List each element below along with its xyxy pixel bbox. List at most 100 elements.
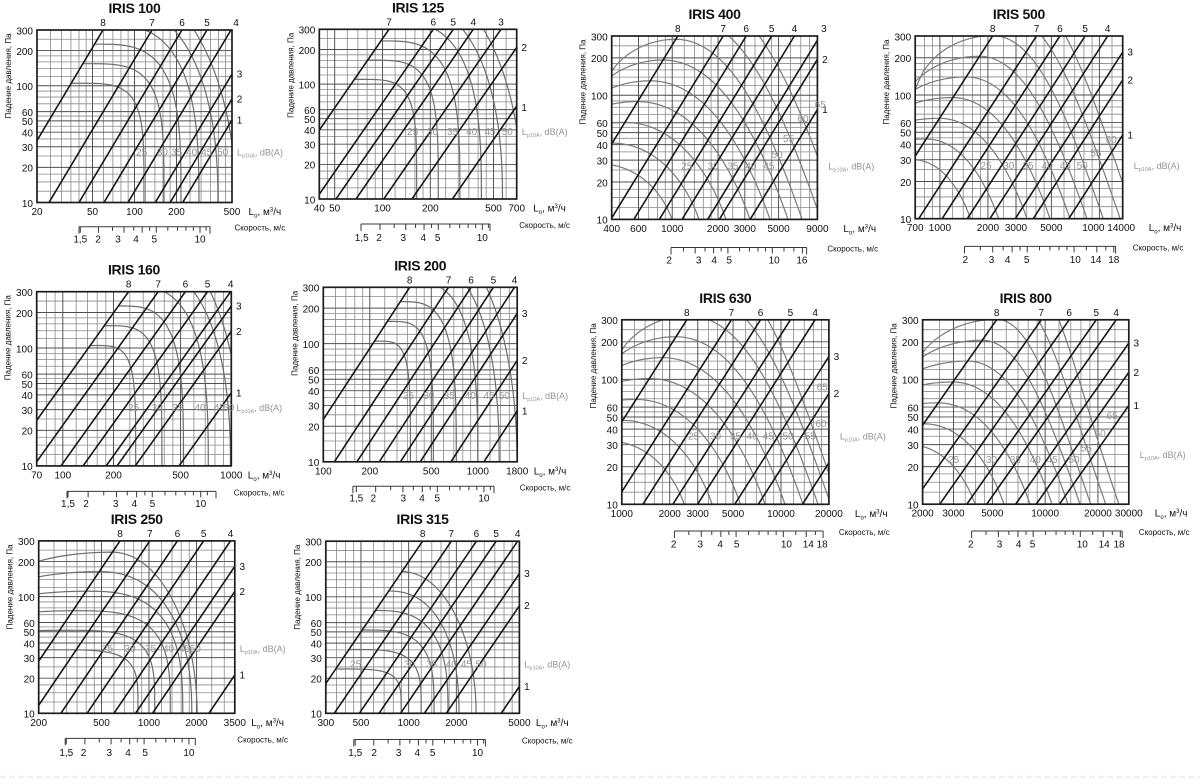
svg-text:4: 4 xyxy=(125,748,131,759)
svg-text:25: 25 xyxy=(688,432,700,443)
svg-text:Скорость, м/с: Скорость, м/с xyxy=(235,224,286,233)
svg-text:4: 4 xyxy=(1016,539,1022,550)
svg-text:45: 45 xyxy=(483,391,495,402)
svg-text:70: 70 xyxy=(31,470,43,481)
svg-text:30: 30 xyxy=(708,162,720,173)
svg-text:30: 30 xyxy=(427,127,439,138)
svg-text:2: 2 xyxy=(240,587,246,598)
svg-text:30: 30 xyxy=(607,441,619,452)
svg-text:25: 25 xyxy=(350,660,362,671)
svg-text:60: 60 xyxy=(1095,429,1107,440)
svg-text:Падение давления, Па: Падение давления, Па xyxy=(6,544,15,630)
svg-text:40: 40 xyxy=(745,162,757,173)
svg-text:45: 45 xyxy=(214,403,226,414)
svg-text:20: 20 xyxy=(597,178,609,189)
svg-text:25: 25 xyxy=(136,148,148,159)
svg-text:7: 7 xyxy=(147,529,153,540)
svg-text:50: 50 xyxy=(499,391,511,402)
svg-text:300: 300 xyxy=(317,718,334,729)
svg-text:50: 50 xyxy=(308,376,320,387)
svg-text:20: 20 xyxy=(607,463,619,474)
svg-text:50: 50 xyxy=(1068,455,1080,466)
svg-text:60: 60 xyxy=(900,119,912,130)
svg-text:30: 30 xyxy=(423,391,435,402)
svg-text:2: 2 xyxy=(371,494,377,505)
svg-text:10: 10 xyxy=(304,195,316,206)
svg-text:500: 500 xyxy=(485,204,502,215)
svg-text:20: 20 xyxy=(31,207,43,218)
svg-text:45: 45 xyxy=(461,660,473,671)
svg-text:Lo, м3/ч: Lo, м3/ч xyxy=(1149,223,1182,236)
svg-text:10: 10 xyxy=(472,748,484,759)
svg-text:4: 4 xyxy=(1005,255,1011,266)
svg-text:1: 1 xyxy=(522,406,528,417)
svg-text:300: 300 xyxy=(303,284,320,295)
svg-text:14: 14 xyxy=(1099,539,1111,550)
svg-text:18: 18 xyxy=(1108,255,1120,266)
svg-text:5: 5 xyxy=(1094,308,1100,319)
svg-text:50: 50 xyxy=(22,380,34,391)
svg-text:Скорость, м/с: Скорость, м/с xyxy=(1133,243,1184,252)
svg-text:65: 65 xyxy=(817,382,829,393)
svg-text:1: 1 xyxy=(521,103,527,114)
svg-text:35: 35 xyxy=(172,403,184,414)
svg-text:100: 100 xyxy=(315,466,332,477)
svg-text:10: 10 xyxy=(308,458,320,469)
svg-text:500: 500 xyxy=(224,207,241,218)
svg-text:20: 20 xyxy=(900,178,912,189)
svg-text:Lo, м3/ч: Lo, м3/ч xyxy=(533,204,566,217)
svg-text:5: 5 xyxy=(205,280,211,291)
svg-text:50: 50 xyxy=(907,413,919,424)
svg-text:2: 2 xyxy=(236,327,242,338)
svg-text:60: 60 xyxy=(308,366,320,377)
svg-text:4: 4 xyxy=(228,280,234,291)
svg-text:5: 5 xyxy=(201,529,207,540)
svg-text:35: 35 xyxy=(730,432,742,443)
svg-text:6: 6 xyxy=(431,17,437,28)
svg-text:200: 200 xyxy=(16,47,33,58)
svg-text:2: 2 xyxy=(1127,75,1133,86)
svg-text:7: 7 xyxy=(1034,24,1040,35)
svg-text:2: 2 xyxy=(522,356,528,367)
svg-text:300: 300 xyxy=(601,316,618,327)
svg-text:4: 4 xyxy=(792,24,798,35)
svg-text:50: 50 xyxy=(329,204,341,215)
svg-text:25: 25 xyxy=(948,455,960,466)
svg-text:300: 300 xyxy=(299,26,316,37)
svg-text:3: 3 xyxy=(237,70,243,81)
svg-text:9000: 9000 xyxy=(806,224,829,235)
svg-text:7: 7 xyxy=(149,18,155,29)
svg-text:55: 55 xyxy=(783,134,795,145)
svg-text:50: 50 xyxy=(223,403,235,414)
svg-text:Падение давления, Па: Падение давления, Па xyxy=(579,39,588,125)
svg-text:50: 50 xyxy=(304,115,316,126)
svg-text:25: 25 xyxy=(128,403,140,414)
svg-text:35: 35 xyxy=(1023,161,1035,172)
svg-text:10: 10 xyxy=(1077,539,1089,550)
svg-text:2: 2 xyxy=(822,55,828,66)
svg-text:40: 40 xyxy=(1030,455,1042,466)
svg-text:1: 1 xyxy=(524,682,530,693)
svg-text:40: 40 xyxy=(311,639,323,650)
svg-text:300: 300 xyxy=(305,538,322,549)
svg-text:45: 45 xyxy=(1060,161,1072,172)
svg-text:10: 10 xyxy=(24,710,36,721)
svg-text:100: 100 xyxy=(18,593,35,604)
svg-text:4: 4 xyxy=(415,748,421,759)
svg-text:40: 40 xyxy=(446,660,458,671)
svg-text:4: 4 xyxy=(515,529,521,540)
svg-text:Падение давления, Па: Падение давления, Па xyxy=(4,33,13,119)
svg-text:Lo, м3/ч: Lo, м3/ч xyxy=(251,718,284,731)
svg-text:30: 30 xyxy=(22,406,34,417)
svg-text:30: 30 xyxy=(710,432,722,443)
svg-text:18: 18 xyxy=(1113,539,1125,550)
svg-text:20: 20 xyxy=(907,463,919,474)
svg-text:40: 40 xyxy=(24,639,36,650)
svg-text:10: 10 xyxy=(769,256,781,267)
svg-text:5: 5 xyxy=(142,748,148,759)
svg-text:50: 50 xyxy=(607,413,619,424)
svg-text:1,5: 1,5 xyxy=(349,494,363,505)
svg-text:20000: 20000 xyxy=(1084,509,1112,520)
svg-text:50: 50 xyxy=(502,127,514,138)
svg-text:Lo, м3/ч: Lo, м3/ч xyxy=(249,207,282,220)
